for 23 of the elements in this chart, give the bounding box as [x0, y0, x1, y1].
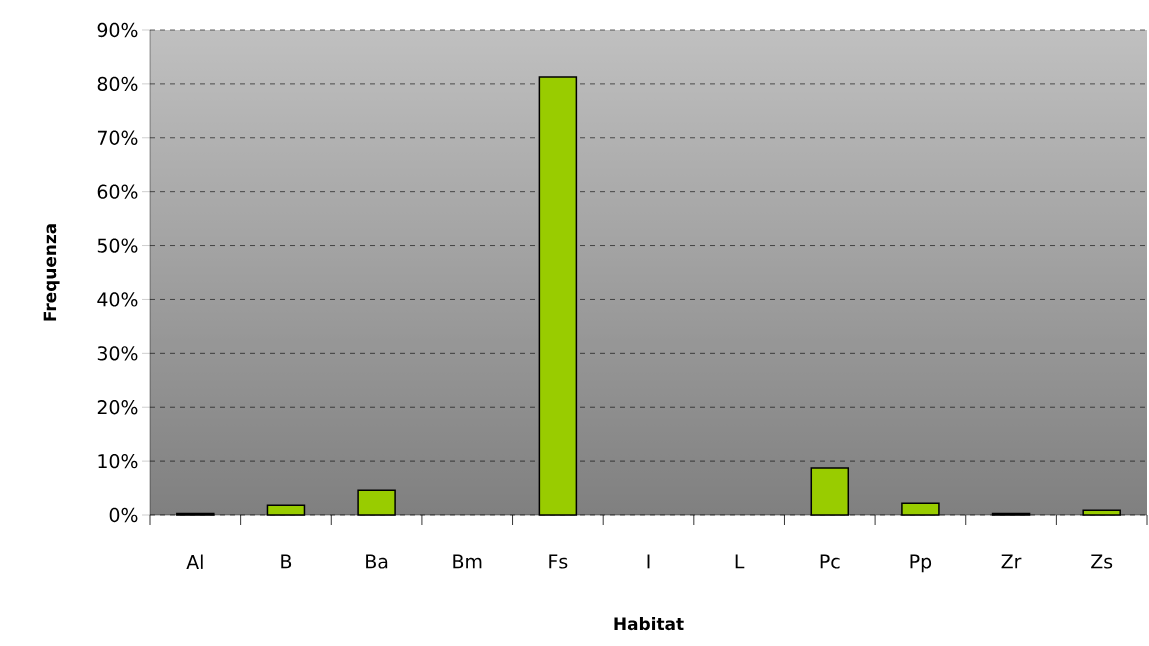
- y-tick-label: 10%: [98, 453, 138, 469]
- x-tick-label: Pp: [910, 554, 932, 573]
- y-tick-label: 0%: [109, 507, 138, 523]
- x-tick-label: Bm: [453, 554, 482, 569]
- x-tick-label: Pc: [820, 554, 840, 569]
- x-tick-label: B: [281, 554, 292, 569]
- y-tick-label: 40%: [97, 292, 138, 307]
- x-tick-label: I: [647, 554, 650, 569]
- x-tick-label: Fs: [549, 554, 568, 569]
- y-tick-label: 50%: [97, 238, 138, 253]
- y-tick-label: 70%: [97, 130, 138, 145]
- x-tick-label: Ba: [366, 554, 388, 569]
- x-tick-label: Zs: [1091, 554, 1113, 569]
- y-tick-label: 80%: [97, 76, 138, 92]
- y-tick-label: 20%: [97, 400, 138, 415]
- x-tick-label: Zr: [1001, 554, 1022, 569]
- y-tick-label: 30%: [97, 346, 138, 361]
- x-axis-title: Habitat: [614, 617, 684, 631]
- y-tick-label: 90%: [97, 22, 138, 38]
- y-axis-title: Frequenza: [43, 224, 60, 321]
- x-tick-label: Al: [186, 554, 203, 569]
- y-tick-label: 60%: [97, 184, 138, 199]
- x-tick-label: L: [735, 554, 745, 569]
